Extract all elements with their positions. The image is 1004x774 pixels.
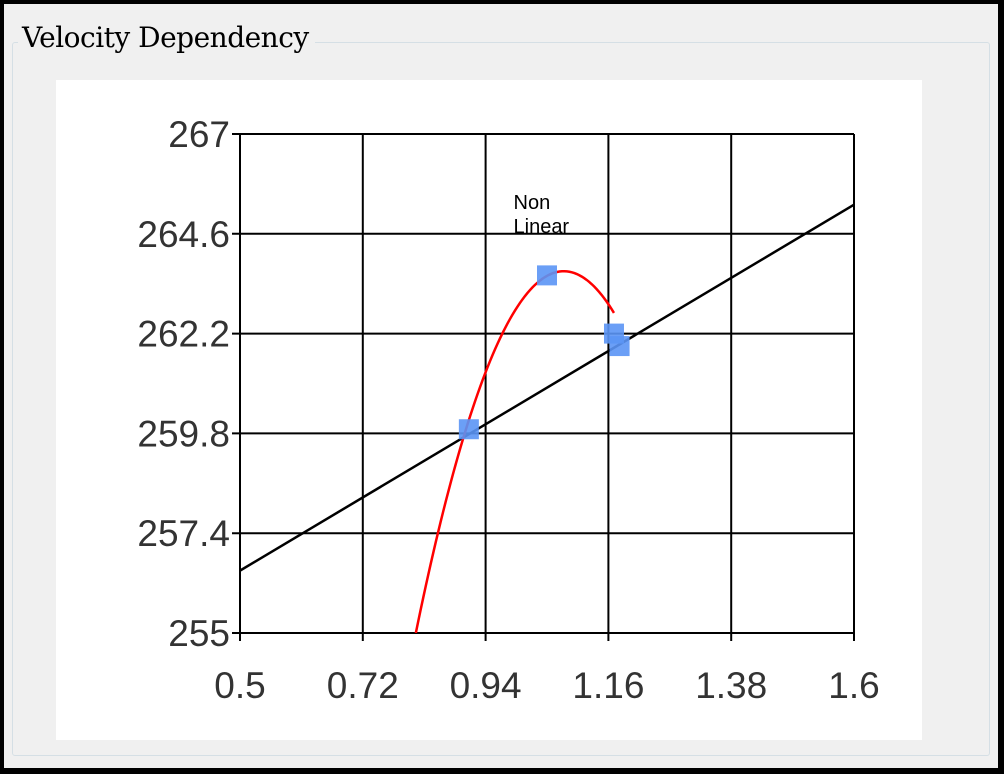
y-tick-label: 264.6 [137,214,230,255]
x-tick-label: 1.16 [572,665,644,706]
y-tick-label: 259.8 [137,413,230,454]
x-tick-label: 0.5 [214,665,265,706]
app-window: Velocity Dependency 0.5 0.72 0.94 1.16 1.38 1… [4,4,998,768]
velocity-chart: 0.5 0.72 0.94 1.16 1.38 1.6 267 264.6 262.2 259.8… [137,114,879,706]
y-tick-label: 267 [168,114,230,155]
data-points [458,265,630,440]
x-tick-label: 1.38 [695,665,767,706]
chart-panel: 0.5 0.72 0.94 1.16 1.38 1.6 267 264.6 262.2 259.8… [56,80,922,740]
y-tick-label: 255 [168,613,230,654]
annotation-label: Non [514,192,551,214]
velocity-dependency-group [12,42,990,756]
annotation-label: Linear [514,216,570,238]
group-title: Velocity Dependency [18,20,315,56]
x-tick-label: 0.94 [450,665,522,706]
grid [232,133,855,641]
fit-lines [240,203,854,633]
x-tick-label: 0.72 [327,665,399,706]
linear-fit-line [240,203,854,572]
data-point [458,419,479,440]
y-tick-label: 262.2 [137,314,230,355]
y-tick-label: 257.4 [137,513,230,554]
x-tick-label: 1.6 [828,665,879,706]
data-point [537,265,557,286]
tick-labels: 0.5 0.72 0.94 1.16 1.38 1.6 267 264.6 262.2 259.8… [137,114,879,706]
data-point [609,336,630,357]
nonlinear-fit-curve [414,269,616,633]
